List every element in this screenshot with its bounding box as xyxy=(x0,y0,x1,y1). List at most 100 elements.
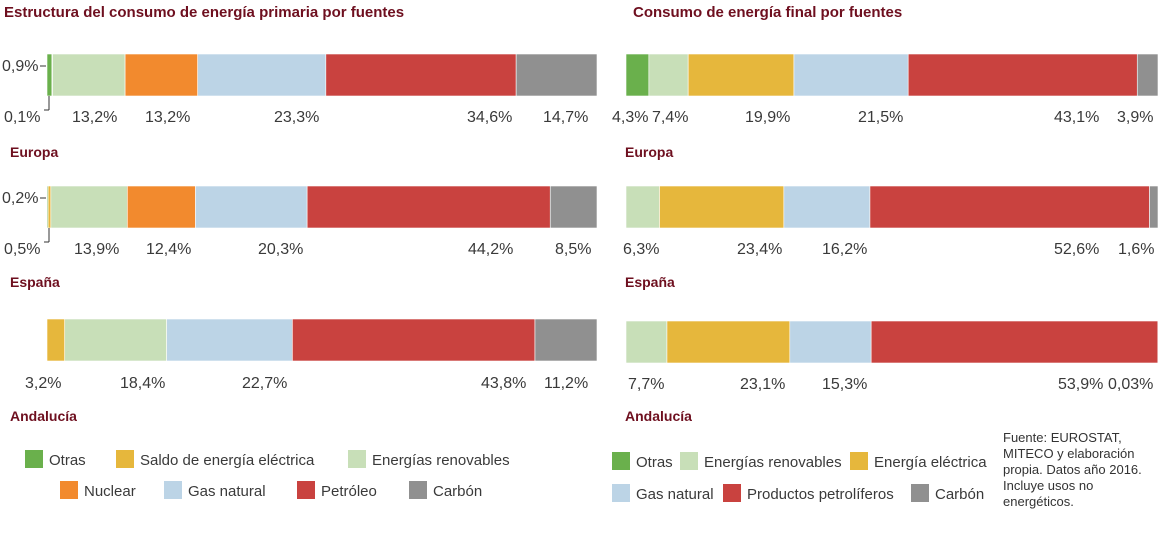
bar-segment-andalucía-gas xyxy=(789,320,872,364)
bar-segment-andalucía-carbon xyxy=(1157,320,1159,364)
data-label: 3,2% xyxy=(25,375,61,392)
legend-label: Energías renovables xyxy=(372,452,510,469)
legend-label: Gas natural xyxy=(636,486,714,503)
data-label: 16,2% xyxy=(822,241,867,258)
bar-segment-españa-gas xyxy=(783,185,871,229)
category-label-2: Andalucía xyxy=(10,408,77,424)
bar-segment-europa-nuclear xyxy=(124,53,198,97)
bar-segment-andalucía-saldo xyxy=(46,318,66,362)
bar-segment-españa-petroleo xyxy=(306,185,551,229)
bar-segment-europa-carbon xyxy=(515,53,598,97)
legend-label: Carbón xyxy=(433,483,482,500)
data-label: 0,5% xyxy=(4,241,40,258)
bar-segment-europa-saldo xyxy=(687,53,795,97)
bar-segment-europa-otras xyxy=(625,53,650,97)
legend-swatch xyxy=(612,452,630,470)
data-label: 8,5% xyxy=(555,241,591,258)
legend-swatch xyxy=(164,481,182,499)
bar-segment-europa-otras xyxy=(46,53,53,97)
data-label: 23,4% xyxy=(737,241,782,258)
data-label: 19,9% xyxy=(745,109,790,126)
bar-segment-andalucía-renovables xyxy=(64,318,167,362)
data-label: 0,03% xyxy=(1108,376,1153,393)
bar-segment-andalucía-petroleo xyxy=(292,318,536,362)
source-note: Fuente: EUROSTAT, MITECO y elaboración p… xyxy=(1003,430,1142,509)
data-label: 15,3% xyxy=(822,376,867,393)
legend-label: Nuclear xyxy=(84,483,136,500)
data-label: 14,7% xyxy=(543,109,588,126)
data-label: 23,1% xyxy=(740,376,785,393)
final-chart-title: Consumo de energía final por fuentes xyxy=(633,4,903,21)
category-label-1: España xyxy=(10,274,60,290)
legend-label: Otras xyxy=(49,452,86,469)
side-data-label: 0,9% xyxy=(2,58,38,75)
data-label: 18,4% xyxy=(120,375,165,392)
data-label: 0,1% xyxy=(4,109,40,126)
legend-swatch xyxy=(116,450,134,468)
data-label: 7,4% xyxy=(652,109,688,126)
category-label-0: Europa xyxy=(10,144,58,160)
bar-segment-andalucía-renovables xyxy=(625,320,668,364)
data-label: 13,2% xyxy=(72,109,117,126)
data-label: 43,8% xyxy=(481,375,526,392)
legend-swatch xyxy=(850,452,868,470)
legend-label: Productos petrolíferos xyxy=(747,486,894,503)
data-label: 1,6% xyxy=(1118,241,1154,258)
bar-segment-europa-carbon xyxy=(1136,53,1159,97)
bar-segment-españa-petroleo xyxy=(869,185,1150,229)
category-label-0: Europa xyxy=(625,144,673,160)
primary-chart-title: Estructura del consumo de energía primar… xyxy=(4,4,405,21)
data-label: 11,2% xyxy=(544,375,588,392)
category-label-1: España xyxy=(625,274,675,290)
category-label-2: Andalucía xyxy=(625,408,692,424)
bar-segment-españa-renovables xyxy=(625,185,660,229)
bar-segment-europa-gas xyxy=(793,53,909,97)
legend-label: Energías renovables xyxy=(704,454,842,471)
data-label: 7,7% xyxy=(628,376,664,393)
legend-label: Petróleo xyxy=(321,483,377,500)
legend-swatch xyxy=(680,452,698,470)
data-label: 13,9% xyxy=(74,241,119,258)
data-label: 22,7% xyxy=(242,375,287,392)
bar-segment-europa-renovables xyxy=(52,53,126,97)
data-label: 23,3% xyxy=(274,109,319,126)
legend-swatch xyxy=(612,484,630,502)
bar-segment-españa-carbon xyxy=(1149,185,1159,229)
legend-swatch xyxy=(60,481,78,499)
bar-segment-andalucía-carbon xyxy=(534,318,598,362)
data-label: 43,1% xyxy=(1054,109,1099,126)
data-label: 20,3% xyxy=(258,241,303,258)
legend-label: Saldo de energía eléctrica xyxy=(140,452,315,469)
data-label: 12,4% xyxy=(146,241,191,258)
bar-segment-europa-petroleo xyxy=(325,53,517,97)
bar-segment-andalucía-petroleo xyxy=(870,320,1159,364)
legend-swatch xyxy=(297,481,315,499)
data-label: 21,5% xyxy=(858,109,903,126)
legend-swatch xyxy=(348,450,366,468)
bar-segment-españa-nuclear xyxy=(127,185,196,229)
legend-label: Otras xyxy=(636,454,673,471)
data-label: 34,6% xyxy=(467,109,512,126)
legend-swatch xyxy=(723,484,741,502)
bar-segment-andalucía-saldo xyxy=(666,320,791,364)
data-label: 6,3% xyxy=(623,241,659,258)
bar-segment-europa-gas xyxy=(197,53,327,97)
legend-label: Gas natural xyxy=(188,483,266,500)
data-label: 44,2% xyxy=(468,241,513,258)
data-label: 53,9% xyxy=(1058,376,1103,393)
side-data-label: 0,2% xyxy=(2,190,38,207)
data-label: 13,2% xyxy=(145,109,190,126)
data-label: 4,3% xyxy=(612,109,648,126)
bar-segment-andalucía-gas xyxy=(166,318,293,362)
legend-swatch xyxy=(25,450,43,468)
data-label: 3,9% xyxy=(1117,109,1153,126)
legend-label: Energía eléctrica xyxy=(874,454,987,471)
bar-segment-españa-carbon xyxy=(549,185,598,229)
bar-segment-españa-renovables xyxy=(50,185,128,229)
bar-segment-españa-saldo xyxy=(659,185,785,229)
data-label: 52,6% xyxy=(1054,241,1099,258)
bar-segment-españa-saldo xyxy=(47,185,52,229)
bar-segment-españa-gas xyxy=(195,185,308,229)
legend-swatch xyxy=(409,481,427,499)
